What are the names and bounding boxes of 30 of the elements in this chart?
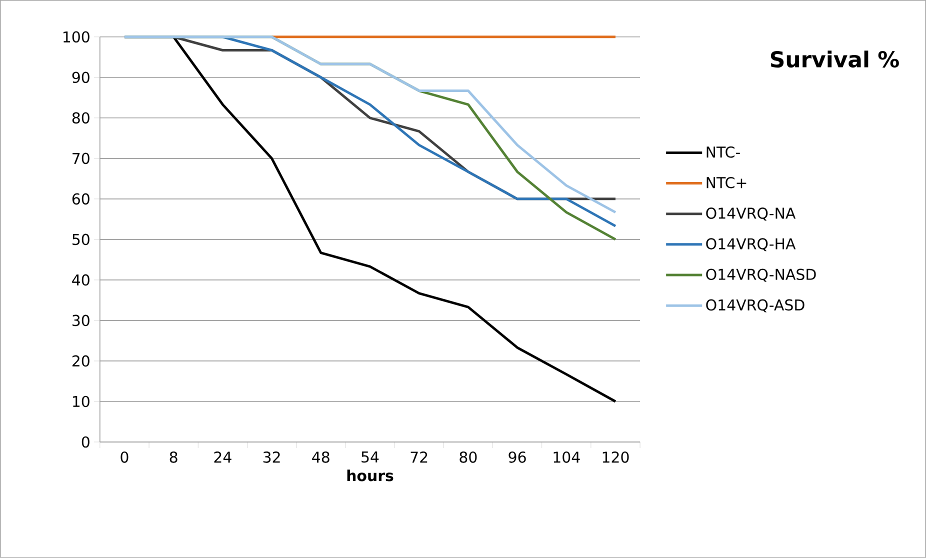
x-tick-label: 48 <box>312 452 330 463</box>
y-tick-label: 90 <box>72 72 90 84</box>
y-tick-label: 30 <box>72 314 90 326</box>
y-tick-label: 70 <box>72 152 90 164</box>
x-tick-label: 104 <box>554 452 580 463</box>
y-tick-label: 10 <box>73 396 90 408</box>
y-tick-label: 60 <box>72 193 90 205</box>
x-tick-label: 80 <box>460 452 477 463</box>
y-tick-label: 50 <box>72 234 90 246</box>
x-tick-label: 0 <box>120 452 128 463</box>
y-tick-label: 100 <box>64 31 90 43</box>
legend-label: O14VRQ-ASD <box>706 299 804 312</box>
x-tick-label: 72 <box>410 452 428 463</box>
y-tick-label: 0 <box>82 436 90 448</box>
legend-label: NTC+ <box>706 177 746 188</box>
x-axis-title: hours <box>347 470 394 482</box>
legend-label: O14VRQ-NA <box>706 208 796 221</box>
x-tick-label: 32 <box>263 452 280 463</box>
legend-label: NTC- <box>706 146 740 158</box>
x-tick-label: 24 <box>214 452 232 463</box>
text: Survival % <box>770 50 899 68</box>
y-tick-label: 80 <box>72 112 90 124</box>
x-tick-label: 120 <box>602 452 629 463</box>
legend-label: O14VRQ-NASD <box>706 268 816 282</box>
x-tick-label: 8 <box>170 452 178 463</box>
legend-label: O14VRQ-HA <box>706 238 796 252</box>
x-tick-label: 54 <box>362 452 379 463</box>
y-tick-label: 40 <box>72 274 90 286</box>
y-tick-label: 20 <box>72 355 90 367</box>
x-tick-label: 96 <box>508 452 526 463</box>
